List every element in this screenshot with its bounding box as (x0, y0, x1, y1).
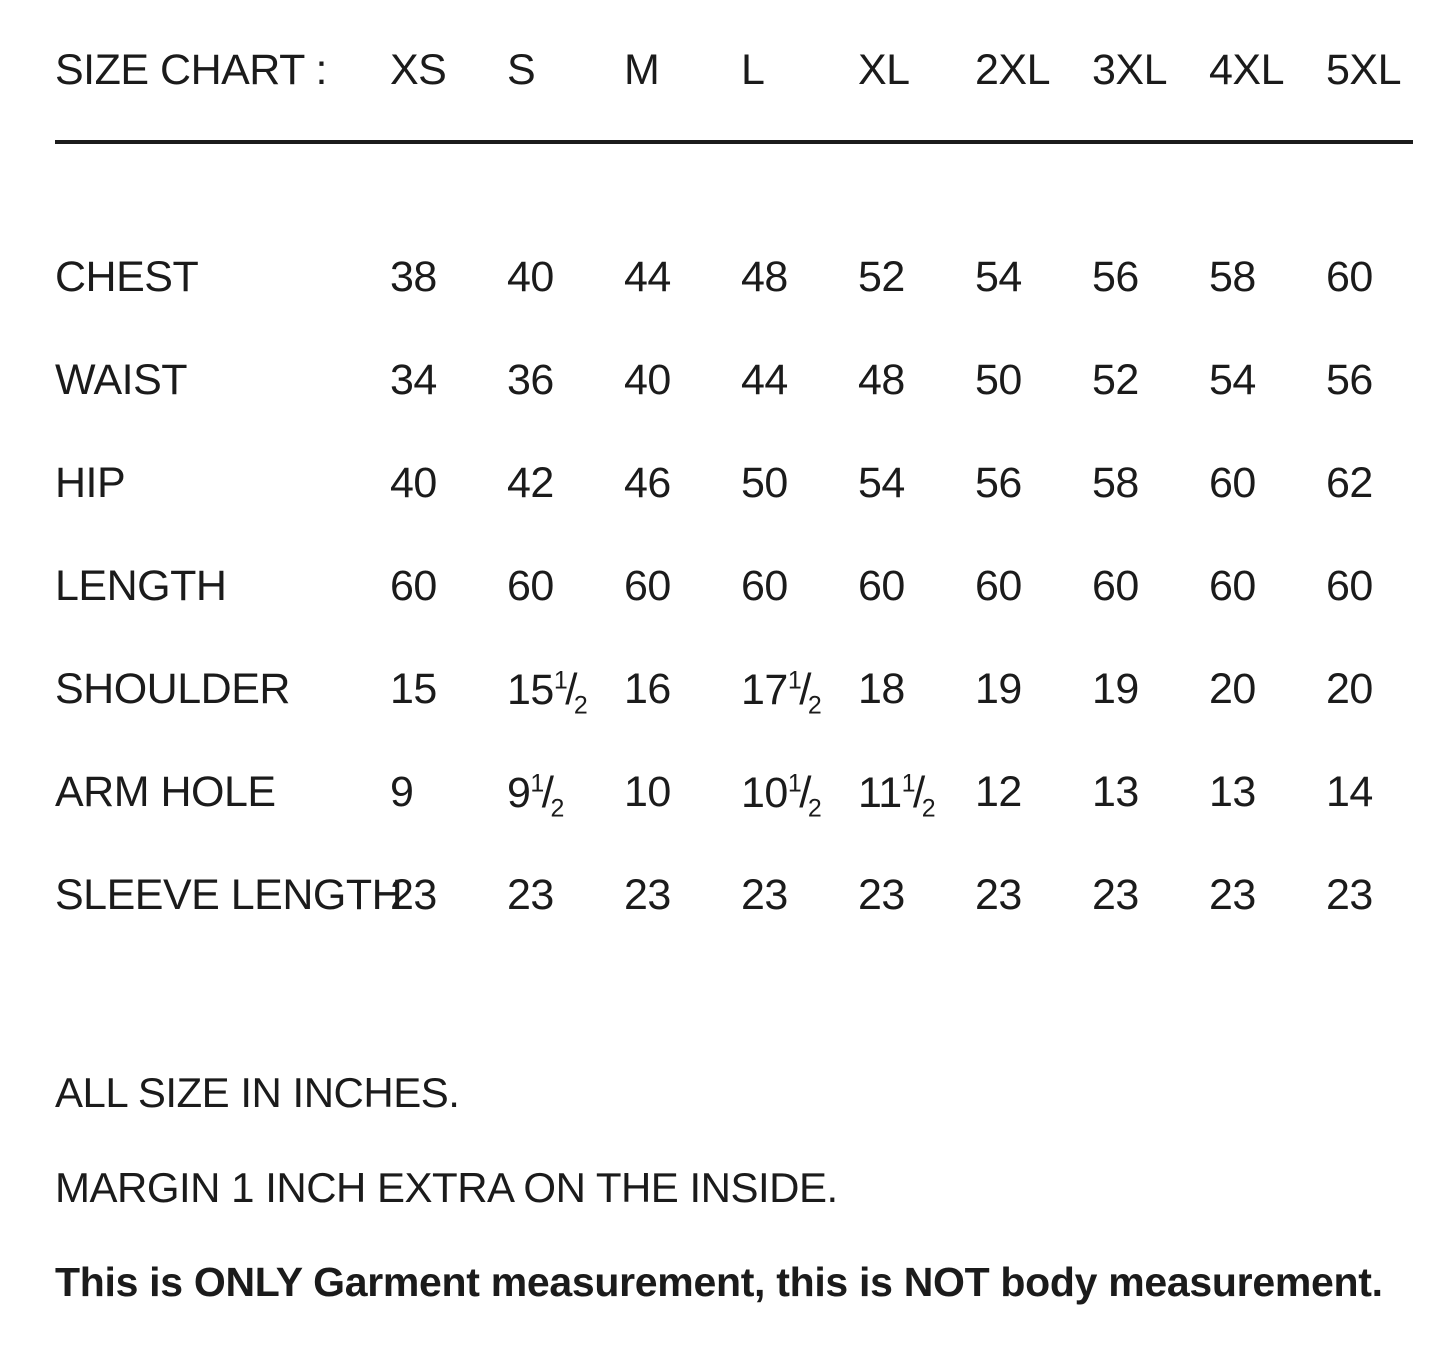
size-column-header: 3XL (1092, 45, 1168, 94)
size-value: 52 (858, 253, 905, 301)
size-value: 23 (741, 871, 788, 919)
table-row: CHEST 38 40 44 48 52 54 56 58 60 (55, 226, 1443, 329)
table-body: CHEST 38 40 44 48 52 54 56 58 60 WAIST 34 36 40 44 48 50… (55, 226, 1443, 947)
size-value: 12 (975, 768, 1022, 816)
size-column-header: 5XL (1326, 45, 1402, 94)
row-label: SLEEVE LENGTH (55, 871, 403, 919)
size-value: 23 (1209, 871, 1256, 919)
header-divider (55, 140, 1413, 144)
size-value: 54 (858, 459, 905, 507)
size-value: 40 (624, 356, 671, 404)
size-value: 60 (975, 562, 1022, 610)
size-value: 91/2 (507, 767, 564, 823)
size-column-header: XS (390, 45, 447, 94)
size-value: 171/2 (741, 664, 822, 720)
size-column-header: 2XL (975, 45, 1051, 94)
size-value: 46 (624, 459, 671, 507)
size-value: 20 (1209, 665, 1256, 713)
size-value: 16 (624, 665, 671, 713)
size-value: 23 (507, 871, 554, 919)
row-label: WAIST (55, 356, 188, 404)
size-value: 15 (390, 665, 437, 713)
size-value: 40 (507, 253, 554, 301)
table-row: WAIST 34 36 40 44 48 50 52 54 56 (55, 329, 1443, 432)
size-value: 50 (741, 459, 788, 507)
size-value: 44 (741, 356, 788, 404)
size-value: 48 (741, 253, 788, 301)
size-value: 48 (858, 356, 905, 404)
size-value: 9 (390, 768, 414, 816)
size-value: 38 (390, 253, 437, 301)
size-value: 13 (1209, 768, 1256, 816)
row-label: CHEST (55, 253, 199, 301)
size-value: 56 (1326, 356, 1373, 404)
size-value: 101/2 (741, 767, 822, 823)
table-row: LENGTH 60 60 60 60 60 60 60 60 60 (55, 535, 1443, 638)
size-chart-title: SIZE CHART : (55, 45, 327, 94)
size-value: 54 (1209, 356, 1256, 404)
size-column-header: M (624, 45, 660, 94)
size-value: 60 (1326, 253, 1373, 301)
size-column-header: S (507, 45, 536, 94)
size-value: 23 (975, 871, 1022, 919)
row-label: ARM HOLE (55, 768, 276, 816)
size-value: 60 (1209, 562, 1256, 610)
size-value: 14 (1326, 768, 1373, 816)
size-value: 58 (1092, 459, 1139, 507)
size-value: 44 (624, 253, 671, 301)
size-value: 23 (624, 871, 671, 919)
size-value: 60 (858, 562, 905, 610)
size-value: 56 (1092, 253, 1139, 301)
size-value: 151/2 (507, 664, 588, 720)
units-note: ALL SIZE IN INCHES. (55, 1069, 460, 1116)
size-value: 13 (1092, 768, 1139, 816)
table-row: SHOULDER 15 151/2 16 171/2 18 19 19 20 20 (55, 638, 1443, 741)
size-value: 50 (975, 356, 1022, 404)
footer-notes: ALL SIZE IN INCHES. MARGIN 1 INCH EXTRA … (55, 1045, 1435, 1330)
size-value: 23 (390, 871, 437, 919)
size-value: 23 (1092, 871, 1139, 919)
header-row: SIZE CHART : XS S M L XL 2XL 3XL 4XL 5XL (55, 0, 1443, 140)
size-value: 23 (858, 871, 905, 919)
size-value: 19 (975, 665, 1022, 713)
size-value: 36 (507, 356, 554, 404)
size-value: 20 (1326, 665, 1373, 713)
size-column-header: L (741, 45, 765, 94)
size-value: 62 (1326, 459, 1373, 507)
table-row: SLEEVE LENGTH 23 23 23 23 23 23 23 23 23 (55, 844, 1443, 947)
disclaimer-note: This is ONLY Garment measurement, this i… (55, 1259, 1383, 1305)
size-value: 23 (1326, 871, 1373, 919)
size-value: 60 (1209, 459, 1256, 507)
size-chart-table: SIZE CHART : XS S M L XL 2XL 3XL 4XL 5XL CHEST 38… (55, 0, 1443, 947)
size-value: 60 (507, 562, 554, 610)
size-value: 60 (390, 562, 437, 610)
size-value: 34 (390, 356, 437, 404)
size-value: 56 (975, 459, 1022, 507)
table-row: ARM HOLE 9 91/2 10 101/2 111/2 12 13 13 14 (55, 741, 1443, 844)
table-row: HIP 40 42 46 50 54 56 58 60 62 (55, 432, 1443, 535)
size-value: 18 (858, 665, 905, 713)
size-value: 60 (1326, 562, 1373, 610)
size-value: 54 (975, 253, 1022, 301)
margin-note: MARGIN 1 INCH EXTRA ON THE INSIDE. (55, 1164, 838, 1211)
size-value: 60 (741, 562, 788, 610)
size-column-header: 4XL (1209, 45, 1285, 94)
size-value: 60 (624, 562, 671, 610)
size-value: 111/2 (858, 767, 936, 823)
row-label: HIP (55, 459, 126, 507)
size-column-header: XL (858, 45, 910, 94)
row-label: LENGTH (55, 562, 227, 610)
size-value: 10 (624, 768, 671, 816)
size-value: 42 (507, 459, 554, 507)
size-value: 60 (1092, 562, 1139, 610)
size-value: 19 (1092, 665, 1139, 713)
row-label: SHOULDER (55, 665, 290, 713)
size-value: 52 (1092, 356, 1139, 404)
size-value: 40 (390, 459, 437, 507)
size-value: 58 (1209, 253, 1256, 301)
